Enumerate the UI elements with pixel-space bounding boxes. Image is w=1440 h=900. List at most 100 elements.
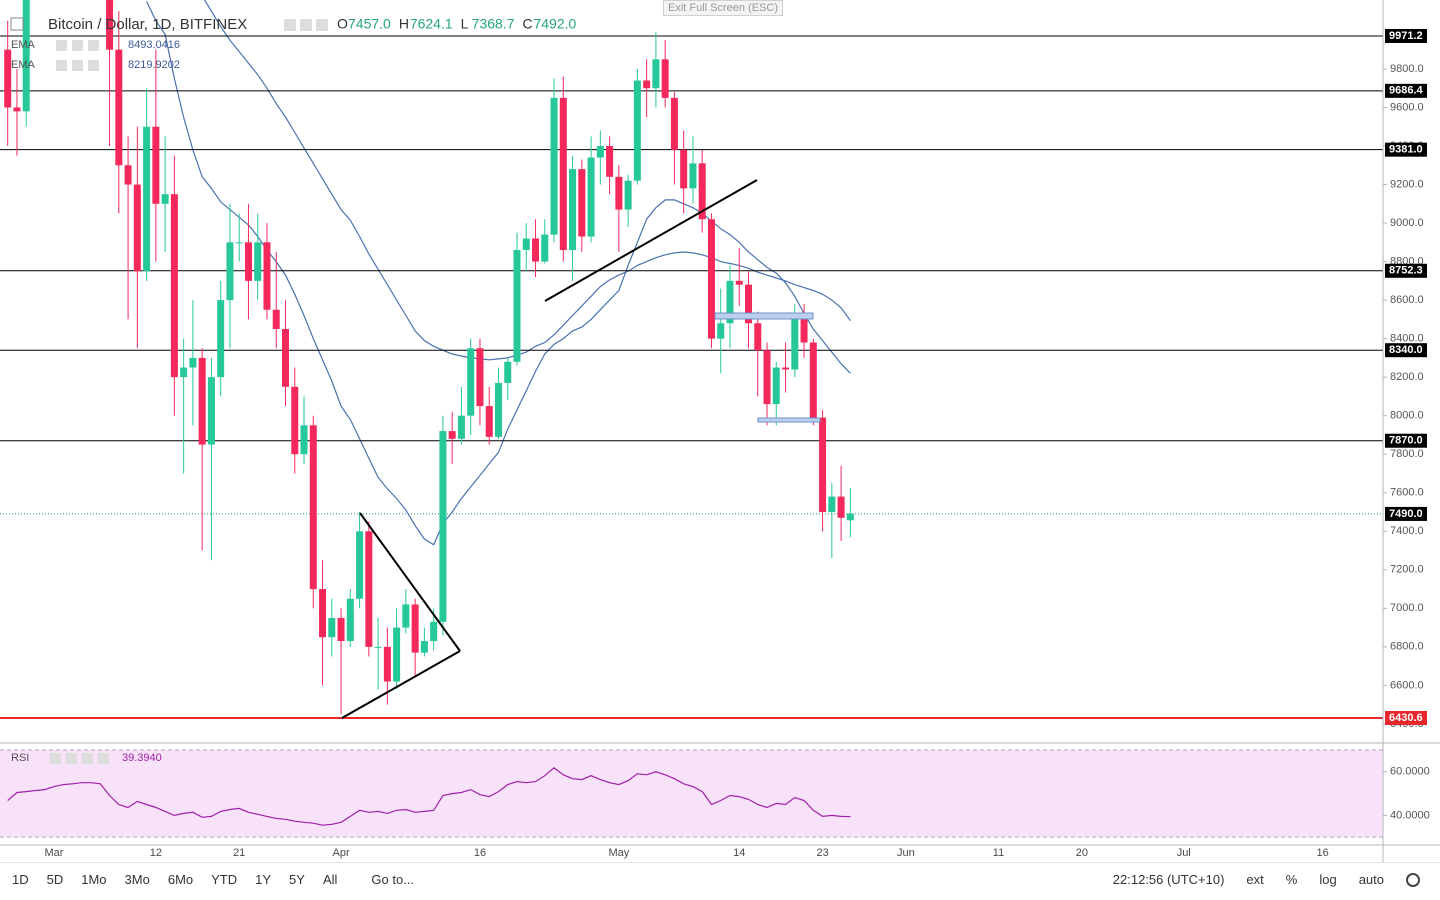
candle-body [782, 367, 790, 370]
candle-body [430, 621, 438, 642]
icon [88, 40, 99, 51]
candle-body [596, 146, 604, 158]
price-label-box [1385, 142, 1427, 157]
clock: 22:12:56 (UTC+10) [1112, 872, 1225, 887]
candle-body [291, 386, 299, 455]
candle-body [828, 496, 836, 513]
candle-body [717, 323, 725, 339]
icon [98, 753, 109, 764]
candle-body [745, 284, 752, 324]
x-tick-label: May [608, 847, 629, 859]
candle-body [170, 194, 178, 378]
candle-body [420, 641, 428, 653]
price-label-box [1385, 343, 1427, 358]
icon [72, 60, 83, 71]
trend-line [341, 650, 461, 719]
candle-body [143, 126, 151, 272]
option-button[interactable]: ext [1246, 872, 1264, 887]
exit-fullscreen[interactable]: Exit Full Screen (ESC) [663, 0, 783, 16]
candle-body [504, 361, 512, 383]
x-tick-label: Jul [1177, 847, 1191, 859]
option-button[interactable]: % [1285, 872, 1298, 887]
candle-body [254, 242, 262, 281]
y-tick-label: 6600.0 [1390, 679, 1424, 691]
go-to[interactable]: Go to... [371, 872, 415, 887]
candle-body [661, 59, 669, 98]
icon [72, 40, 83, 51]
x-tick-label: 16 [474, 847, 486, 859]
range-button[interactable]: 1Mo [81, 872, 107, 887]
candle-body [726, 280, 734, 324]
rsi-line [7, 767, 851, 826]
candle-body [670, 97, 678, 150]
range-button[interactable]: All [322, 872, 338, 887]
ohlc-key: O [337, 16, 348, 32]
candle-body [707, 219, 715, 339]
candle-body [457, 415, 465, 439]
candle-body [606, 146, 614, 177]
price-label: 8752.3 [1389, 265, 1423, 277]
candle-body [652, 59, 660, 89]
icon [284, 19, 296, 31]
x-tick-label: 20 [1076, 847, 1088, 859]
ohlc-key: H [399, 16, 409, 32]
price-label: 6430.6 [1389, 712, 1423, 724]
x-tick-label: 11 [993, 847, 1004, 859]
candle-body [448, 431, 456, 439]
candle-body [161, 194, 169, 204]
candle-body [615, 176, 623, 210]
price-pane [0, 0, 1383, 719]
option-button[interactable]: log [1319, 872, 1337, 887]
y-tick-label: 9200.0 [1390, 178, 1424, 190]
price-label-box [1385, 83, 1427, 98]
price-label: 9971.2 [1389, 30, 1423, 42]
price-label-box [1385, 433, 1427, 448]
indicator-value: 8219.9202 [128, 59, 180, 71]
y-tick-label: 8000.0 [1390, 410, 1424, 422]
drawings [341, 179, 821, 719]
x-tick-label: 16 [1316, 847, 1328, 859]
axes: 6400.06600.06800.07000.07200.07400.07600… [45, 28, 1430, 859]
ema-line [204, 0, 851, 361]
candle-body [106, 0, 114, 50]
range-button[interactable]: 3Mo [124, 872, 150, 887]
toolbar-right: 22:12:56 (UTC+10) ext% log auto [1113, 872, 1440, 887]
candle-body [476, 348, 484, 407]
y-tick-label: 7000.0 [1390, 602, 1424, 614]
candle-body [337, 617, 345, 642]
settings-icon[interactable] [1406, 872, 1420, 887]
x-tick-label: Mar [45, 847, 64, 859]
symbol: Bitcoin / Dollar, 1D, BITFINEX [48, 16, 247, 33]
range-button[interactable]: 5Y [289, 872, 305, 887]
y-tick-label: 6800.0 [1390, 641, 1424, 653]
range-button[interactable]: YTD [211, 872, 238, 887]
candle-body [698, 163, 706, 220]
rsi-tick-label: 60.0000 [1390, 766, 1430, 778]
x-tick-label: 12 [150, 847, 162, 859]
rsi-pane [0, 749, 1383, 838]
chart: 6400.06600.06800.07000.07200.07400.07600… [0, 0, 1440, 862]
price-label-box [1385, 506, 1427, 521]
range-button[interactable]: 1D [12, 872, 29, 887]
y-tick-label: 9600.0 [1390, 101, 1424, 113]
candle-body [439, 431, 447, 622]
y-tick-label: 8600.0 [1390, 294, 1424, 306]
option-button[interactable]: auto [1358, 872, 1384, 887]
x-tick-label: Apr [332, 847, 349, 859]
y-tick-label: 7600.0 [1390, 487, 1424, 499]
candle-body [402, 604, 410, 628]
candle-body [467, 348, 475, 416]
range-button[interactable]: 1Y [255, 872, 272, 887]
candle-body [411, 604, 419, 653]
candle-body [124, 165, 132, 185]
price-label: 8340.0 [1389, 344, 1423, 356]
price-label-box [1385, 28, 1427, 43]
candle-body [115, 49, 123, 166]
candle-body [643, 80, 651, 89]
ohlc-value: 7624.1 [410, 16, 453, 32]
range-button[interactable]: 6Mo [167, 872, 194, 887]
range-button[interactable]: 5D [46, 872, 64, 887]
x-tick-label: 14 [733, 847, 745, 859]
y-tick-label: 7400.0 [1390, 525, 1424, 537]
candle-body [393, 627, 401, 682]
